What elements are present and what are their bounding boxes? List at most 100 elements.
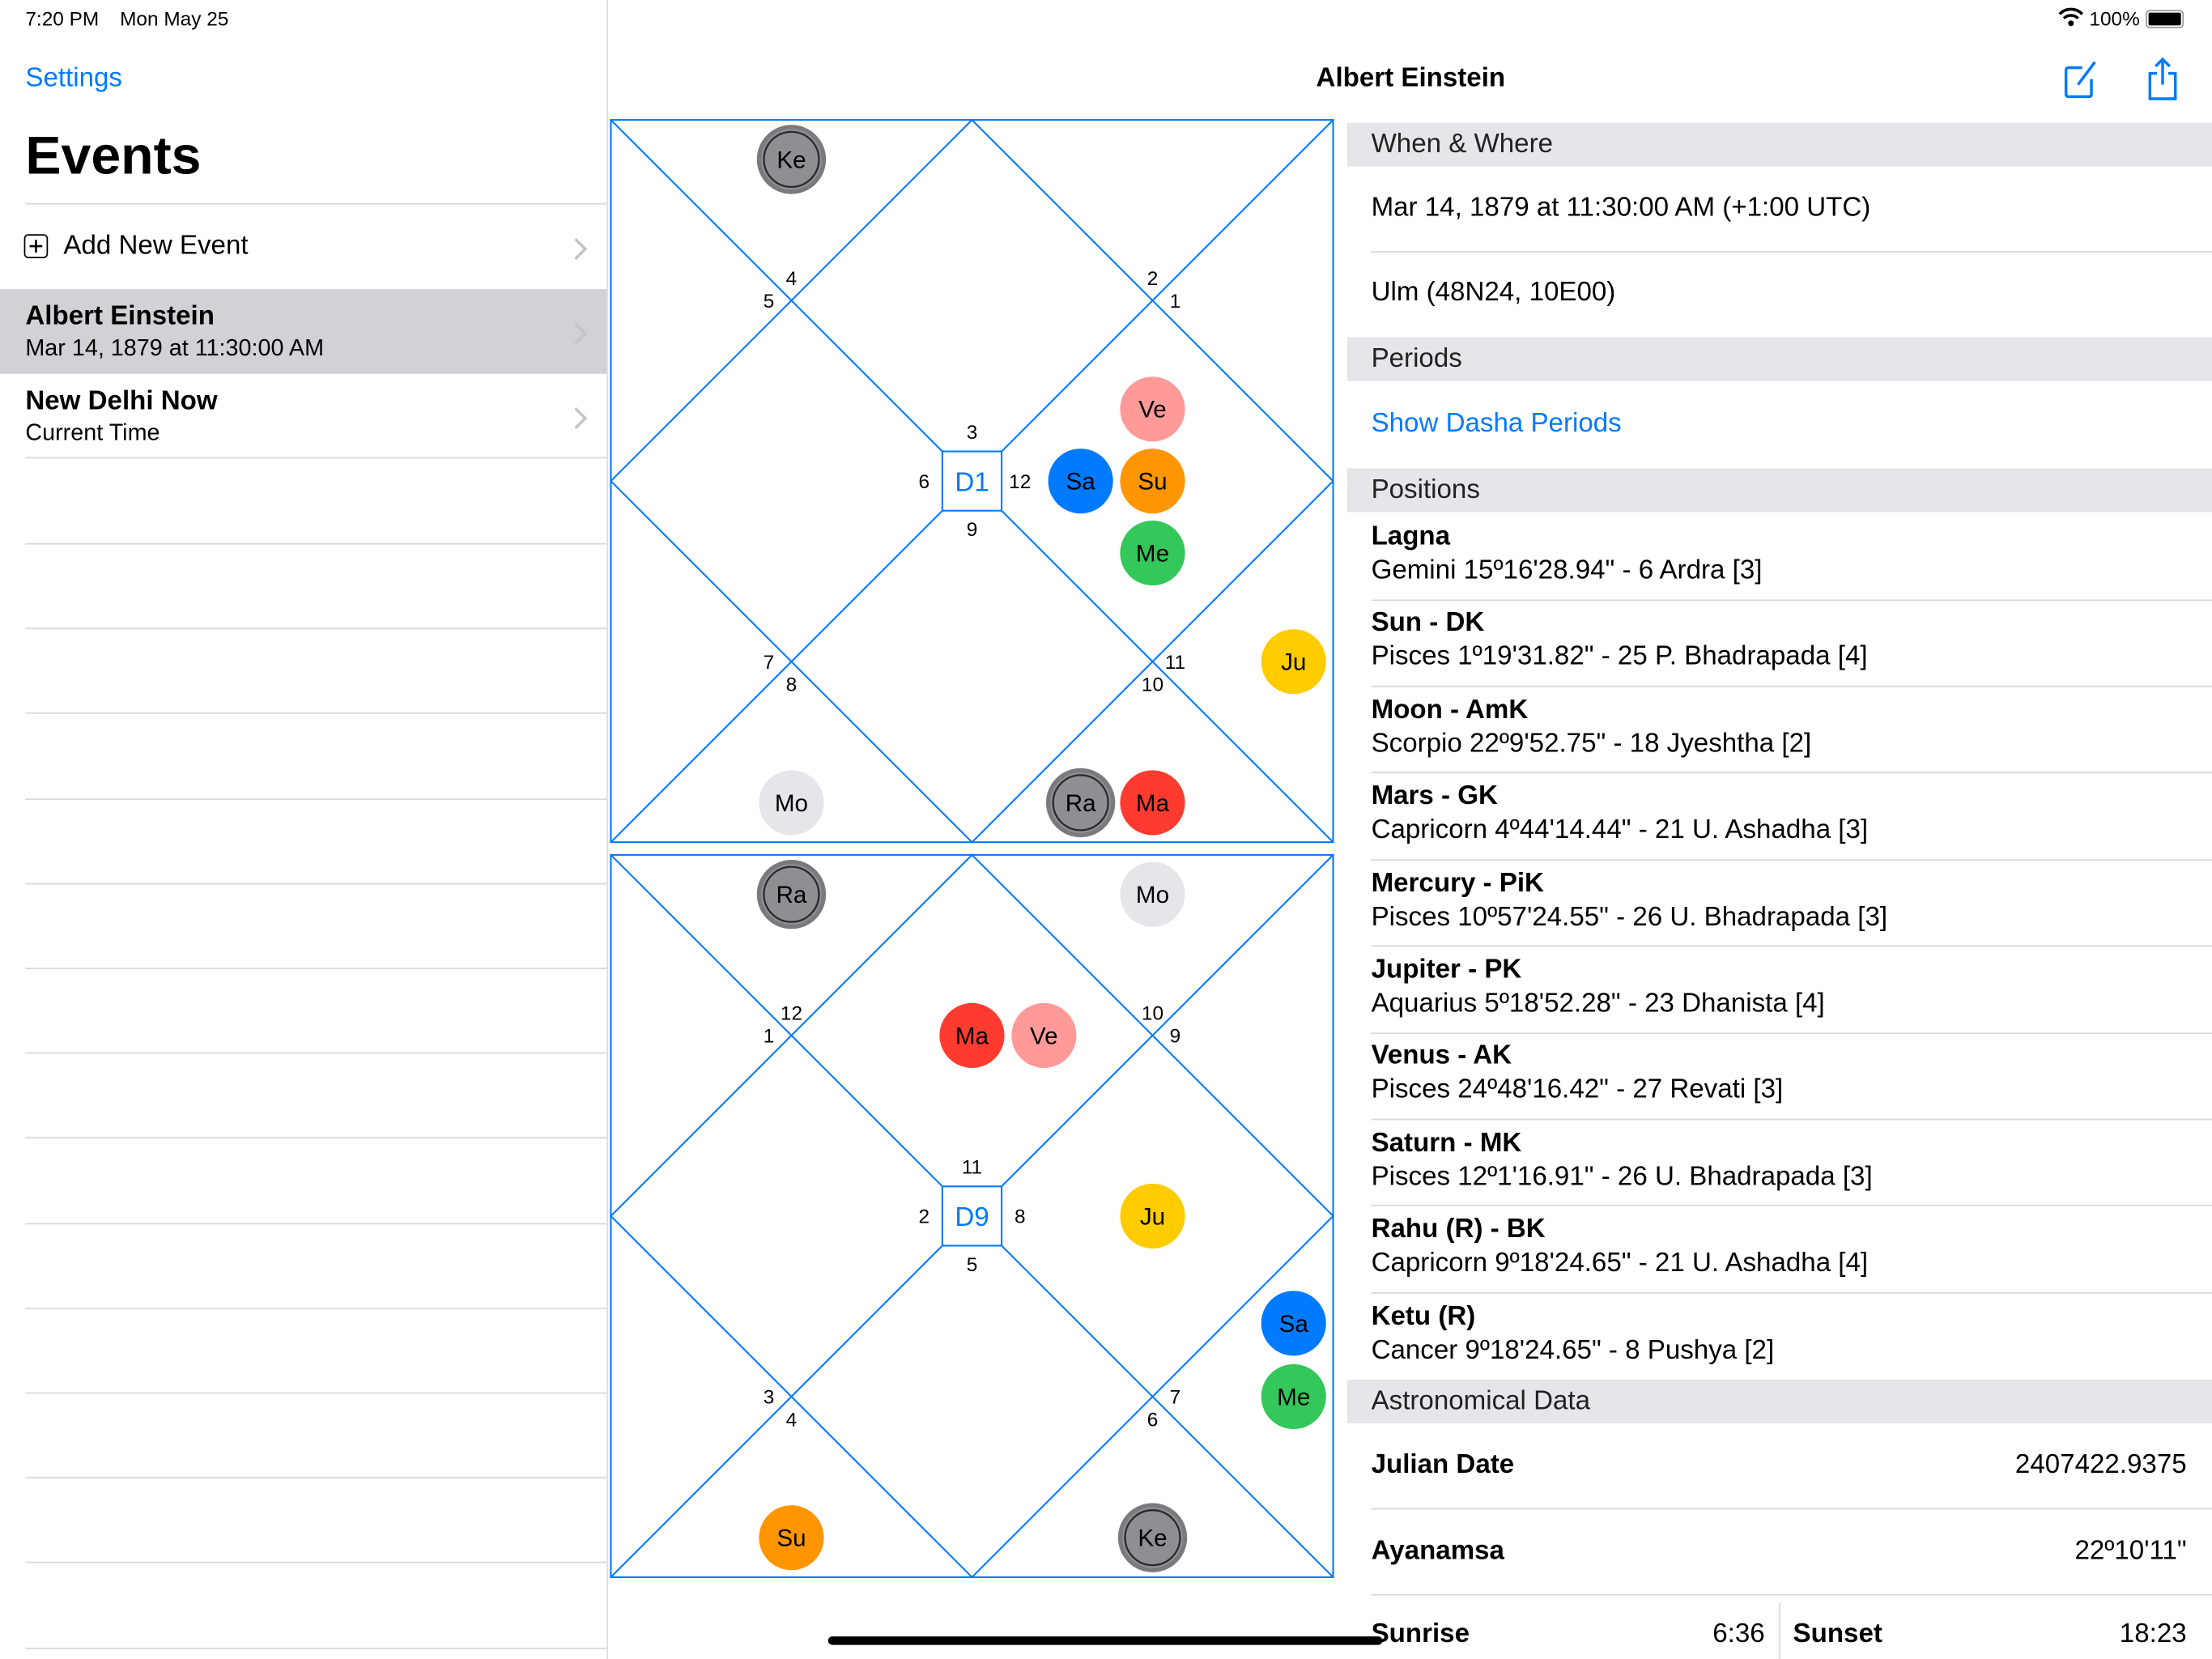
planet-su[interactable]: Su [759,1505,824,1571]
detail-title: Albert Einstein [1316,63,1506,93]
battery-icon [2146,10,2184,28]
svg-text:Ju: Ju [1140,1203,1165,1230]
share-icon[interactable] [2146,57,2180,108]
list-separator [25,713,607,715]
show-dasha-periods-link[interactable]: Show Dasha Periods [1371,409,1622,439]
svg-text:Sa: Sa [1066,469,1096,496]
planet-me[interactable]: Me [1120,520,1185,586]
event-subtitle: Current Time [25,420,160,446]
house-sign-number: 12 [1009,471,1031,493]
planet-ma[interactable]: Ma [1120,770,1185,836]
position-value: Scorpio 22º9'52.75" - 18 Jyeshtha [2] [1371,729,1812,759]
position-title: Saturn - MK [1371,1128,1522,1159]
svg-text:Ma: Ma [955,1023,989,1049]
svg-text:Ju: Ju [1281,649,1306,676]
planet-su[interactable]: Su [1120,449,1185,514]
plus-square-icon [23,234,49,258]
edit-icon[interactable] [2064,59,2100,105]
event-row-new-delhi-now[interactable]: New Delhi Now Current Time [0,374,607,459]
position-title: Rahu (R) - BK [1371,1214,1546,1245]
list-separator [25,1053,607,1054]
planet-me[interactable]: Me [1261,1363,1326,1430]
position-row: Lagna Gemini 15º16'28.94" - 6 Ardra [3] [1347,513,2212,601]
house-sign-number: 11 [1165,652,1185,674]
planet-ke[interactable]: Ke [1117,1503,1188,1572]
sunset-value: 18:23 [2119,1619,2187,1649]
julian-date-label: Julian Date [1371,1450,1515,1480]
house-sign-number: 6 [918,471,929,493]
position-row: Jupiter - PK Aquarius 5º18'52.28" - 23 D… [1347,946,2212,1034]
house-sign-number: 11 [962,1157,982,1179]
planet-mo[interactable]: Mo [1120,861,1185,927]
home-indicator[interactable] [827,1636,1383,1645]
page-title: Events [25,126,202,186]
chevron-right-icon [565,322,588,345]
ayanamsa-label: Ayanamsa [1371,1536,1504,1567]
ayanamsa-value: 22º10'11" [2074,1536,2187,1567]
event-datetime: Mar 14, 1879 at 11:30:00 AM (+1:00 UTC) [1371,193,1871,223]
event-row-albert-einstein[interactable]: Albert Einstein Mar 14, 1879 at 11:30:00… [0,289,607,374]
list-separator [25,1307,607,1309]
position-row: Saturn - MK Pisces 12º1'16.91" - 26 U. B… [1347,1120,2212,1207]
position-row: Mars - GK Capricorn 4º44'14.44" - 21 U. … [1347,773,2212,861]
battery-percent: 100% [2089,6,2140,30]
svg-text:Su: Su [1138,469,1167,496]
list-separator [25,968,607,969]
planet-ve[interactable]: Ve [1011,1002,1077,1068]
position-value: Pisces 10º57'24.55" - 26 U. Bhadrapada [… [1371,902,1888,932]
position-title: Sun - DK [1371,608,1485,639]
planet-sa[interactable]: Sa [1261,1291,1326,1356]
chevron-right-icon [565,237,588,261]
position-value: Gemini 15º16'28.94" - 6 Ardra [3] [1371,555,1763,586]
house-sign-number: 10 [1142,674,1163,696]
list-separator [25,1477,607,1479]
planet-ju[interactable]: Ju [1261,629,1326,695]
add-new-event-button[interactable]: Add New Event [0,205,606,290]
d9-chart: D9 11 12 1 2 3 4 5 6 7 8 9 10 Ra Mo Ma Ve Ju Sa Me Su Ke [609,853,1334,1579]
position-row: Ketu (R) Cancer 9º18'24.65" - 8 Pushya [… [1347,1293,2212,1380]
event-name: New Delhi Now [25,386,218,416]
svg-text:Mo: Mo [775,790,808,817]
section-header-astronomical-data: Astronomical Data [1346,1380,2212,1424]
planet-ve[interactable]: Ve [1120,376,1185,442]
house-sign-number: 1 [1170,291,1181,313]
planet-sa[interactable]: Sa [1048,449,1113,514]
chart-label: D1 [955,467,989,497]
list-separator [25,627,607,630]
position-row: Sun - DK Pisces 1º19'31.82" - 25 P. Bhad… [1347,600,2212,687]
planet-ju[interactable]: Ju [1120,1183,1185,1249]
julian-date-value: 2407422.9375 [2014,1450,2187,1480]
svg-text:Ve: Ve [1030,1023,1058,1049]
list-separator [25,1392,607,1394]
planet-ra[interactable]: Ra [756,859,827,929]
chevron-right-icon [565,407,588,430]
house-sign-number: 10 [1142,1003,1163,1025]
position-value: Cancer 9º18'24.65" - 8 Pushya [2] [1371,1335,1775,1365]
list-separator [25,1562,607,1564]
add-new-event-label: Add New Event [63,231,249,262]
position-row: Rahu (R) - BK Capricorn 9º18'24.65" - 21… [1347,1206,2212,1294]
house-sign-number: 5 [967,1254,978,1276]
list-separator [25,1647,607,1649]
section-header-periods: Periods [1346,337,2212,381]
position-title: Venus - AK [1371,1041,1512,1072]
house-sign-number: 2 [918,1206,929,1228]
svg-text:Me: Me [1136,540,1169,567]
house-sign-number: 9 [967,519,978,541]
svg-text:Ke: Ke [1138,1525,1167,1552]
settings-button[interactable]: Settings [25,63,122,93]
planet-ke[interactable]: Ke [756,125,827,194]
sunrise-label: Sunrise [1371,1619,1470,1649]
planet-ma[interactable]: Ma [939,1002,1005,1068]
svg-text:Su: Su [776,1525,806,1552]
chart-label: D9 [955,1202,989,1232]
planet-ra[interactable]: Ra [1045,768,1116,838]
event-place: Ulm (48N24, 10E00) [1371,278,1616,308]
position-title: Mars - GK [1371,781,1498,812]
position-value: Aquarius 5º18'52.28" - 23 Dhanista [4] [1371,989,1825,1019]
planet-mo[interactable]: Mo [759,770,824,836]
position-value: Pisces 1º19'31.82" - 25 P. Bhadrapada [4… [1371,642,1868,673]
svg-text:Ma: Ma [1136,790,1170,817]
d1-chart: D1 3 4 5 6 7 8 9 10 11 12 1 2 Ke Ve Sa Su Me Ju Mo Ra Ma [609,118,1334,844]
